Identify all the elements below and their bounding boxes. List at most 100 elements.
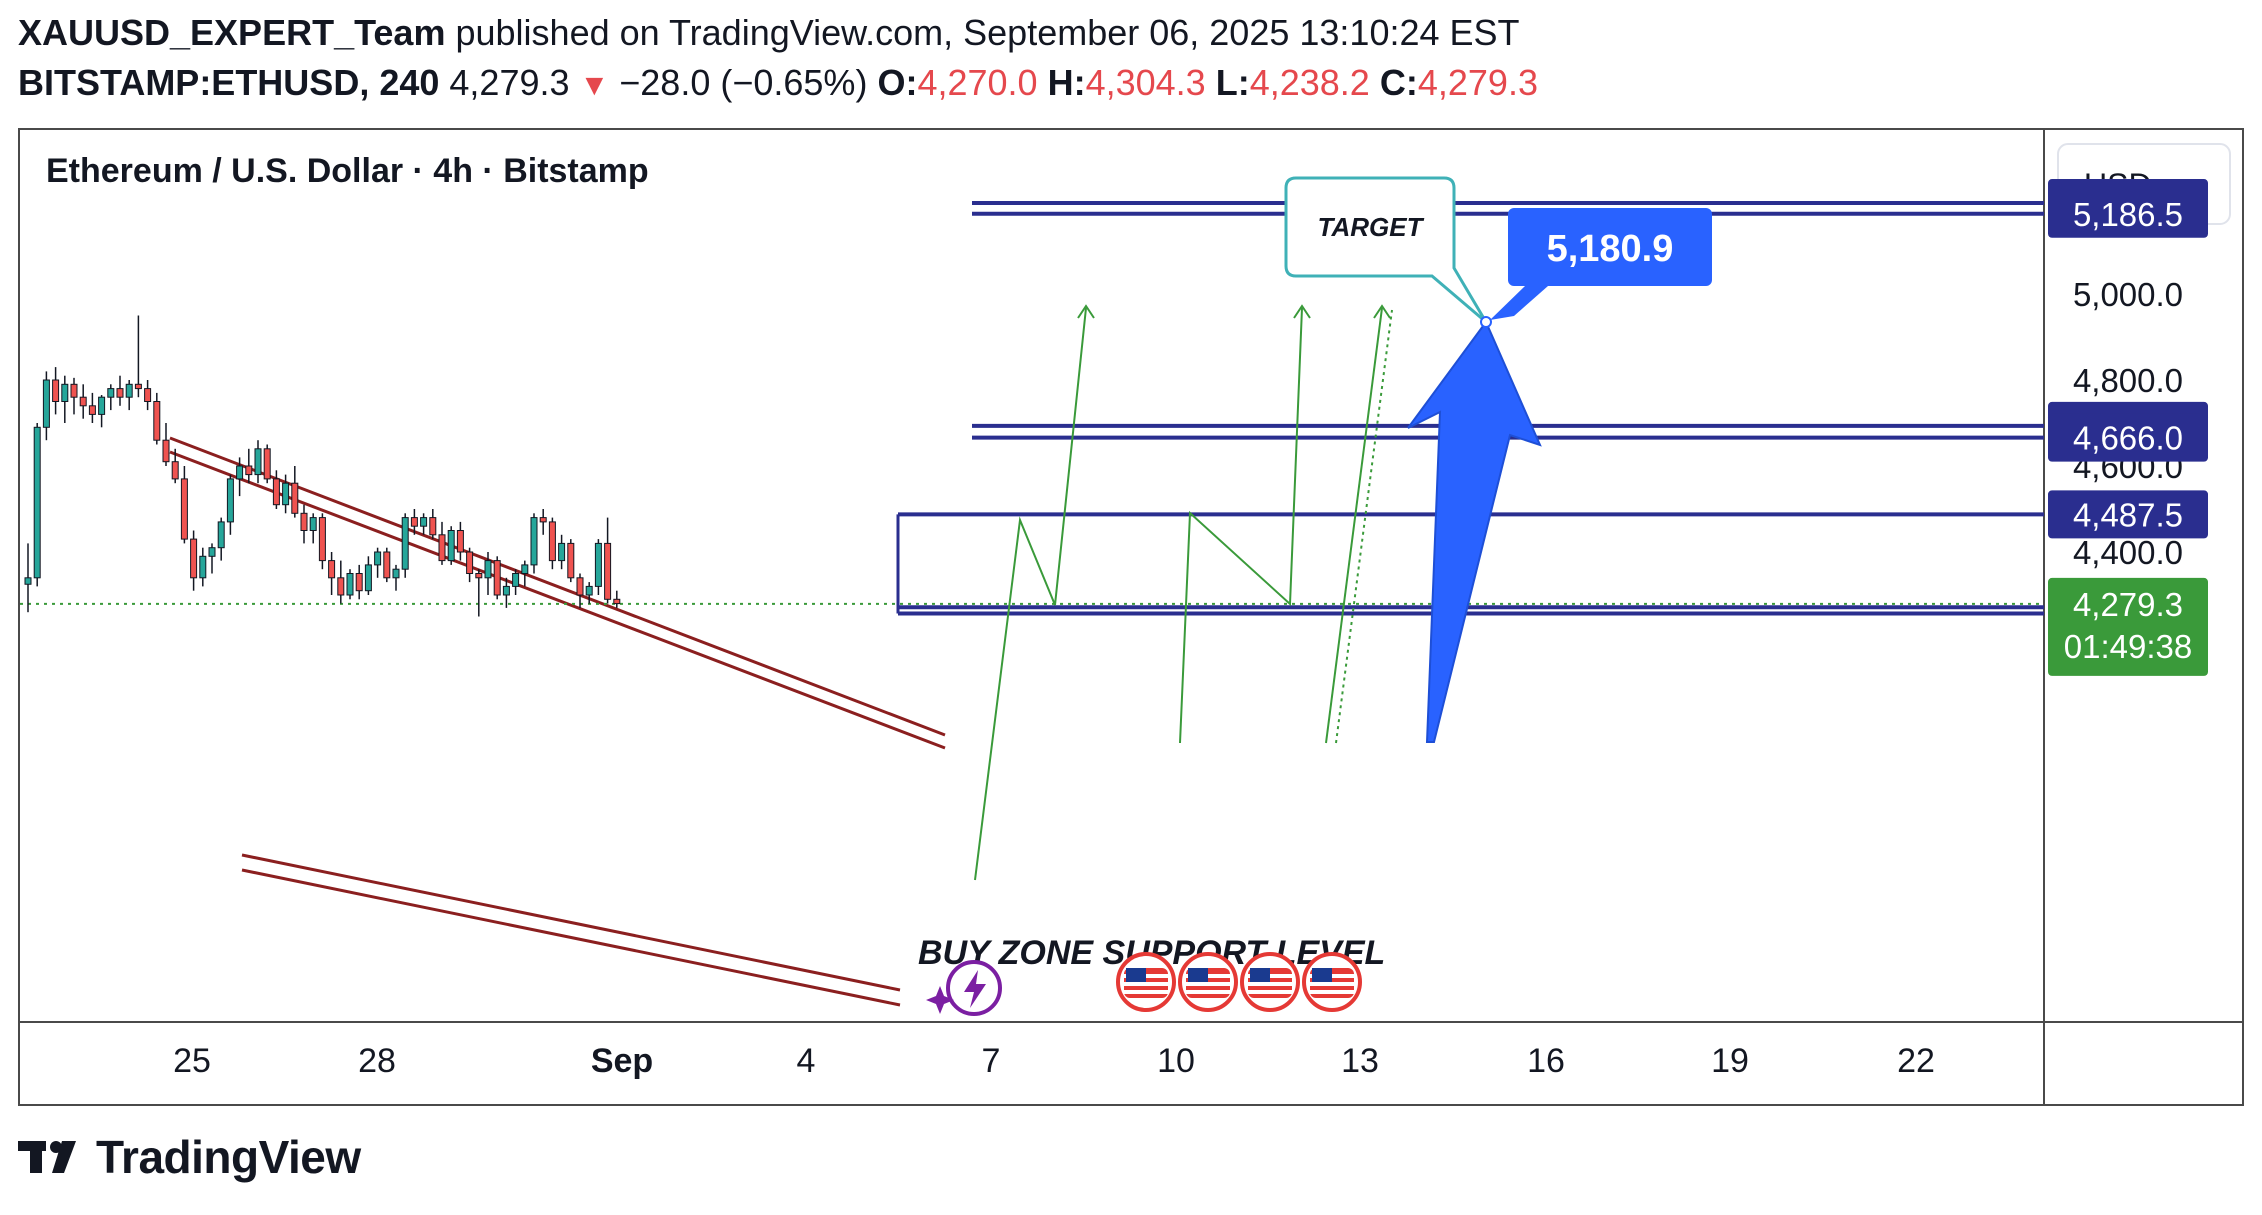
candle (567, 539, 575, 583)
candle (420, 513, 428, 535)
target-value: 5,180.9 (1547, 228, 1674, 270)
candle (585, 582, 593, 604)
candle (374, 547, 382, 578)
publisher-name[interactable]: XAUUSD_EXPERT_Team (18, 12, 446, 53)
open-label: O: (877, 62, 918, 103)
tradingview-logo[interactable]: TradingView (18, 1130, 361, 1184)
candle (318, 513, 326, 570)
candle (300, 504, 308, 544)
chart-panel[interactable]: Ethereum / U.S. Dollar · 4h · Bitstamp U… (18, 128, 2244, 1106)
candle (410, 509, 418, 535)
candle (328, 552, 336, 595)
candle (52, 367, 60, 415)
candle (144, 380, 152, 411)
target-value-tag[interactable]: 5,180.9 (1480, 208, 1712, 328)
last-price: 4,279.3 (449, 62, 570, 103)
candle (530, 513, 538, 574)
candlestick-series (24, 315, 621, 617)
tradingview-logo-icon (18, 1137, 84, 1177)
level-label-box (2048, 413, 2208, 462)
candle (208, 543, 216, 574)
flash-event-icon[interactable] (946, 960, 1002, 1016)
chart-title: Ethereum / U.S. Dollar · 4h · Bitstamp (46, 152, 649, 190)
chart-canvas[interactable]: Ethereum / U.S. Dollar · 4h · Bitstamp U… (20, 130, 2242, 1104)
level-label-text: 4,666.0 (2073, 420, 2183, 457)
projection-path-4 (1335, 309, 1393, 744)
level-label-box (2048, 189, 2208, 238)
close-value: 4,279.3 (1417, 62, 1538, 103)
target-callout[interactable]: TARGET (1284, 176, 1488, 324)
candle (392, 564, 400, 591)
candle (309, 513, 317, 544)
sparkle-icon (926, 986, 954, 1014)
level-label-box (2048, 490, 2208, 539)
candle (61, 375, 69, 423)
time-tick-label: 28 (358, 1042, 396, 1080)
candle (42, 371, 50, 441)
candle (134, 315, 142, 398)
candle (79, 384, 87, 419)
candle (254, 440, 262, 484)
candle (438, 521, 446, 565)
us-flag-event-icon-2[interactable] (1178, 952, 1238, 1012)
time-tick-label: 7 (982, 1042, 1001, 1080)
candle (199, 547, 207, 587)
projection-path-1 (974, 307, 1087, 881)
candle (236, 457, 244, 497)
projection-arrowhead-2 (1293, 304, 1311, 319)
projection-path-2 (1179, 307, 1303, 744)
us-flag-event-icon-3[interactable] (1240, 952, 1300, 1012)
target-label: TARGET (1318, 212, 1425, 242)
candle (245, 448, 253, 484)
candle (116, 375, 124, 406)
candle (502, 577, 510, 608)
event-icons[interactable] (926, 952, 1362, 1016)
target-value-box (1508, 208, 1712, 286)
candle (171, 448, 179, 484)
candle (558, 534, 566, 570)
candle (383, 547, 391, 583)
low-label: L: (1215, 62, 1250, 103)
price-tick-label: 4,400.0 (2073, 534, 2183, 571)
candle (604, 517, 612, 604)
close-label: C: (1379, 62, 1418, 103)
candle (521, 560, 529, 587)
candle (24, 543, 32, 613)
candle (548, 517, 556, 570)
high-label: H: (1047, 62, 1086, 103)
candle (355, 564, 363, 600)
candle (576, 573, 584, 608)
us-flag-event-icon-1[interactable] (1116, 952, 1176, 1012)
time-tick-label: Sep (591, 1042, 653, 1080)
low-value: 4,238.2 (1249, 62, 1370, 103)
high-value: 4,304.3 (1085, 62, 1206, 103)
candle (282, 474, 290, 514)
publish-header: XAUUSD_EXPERT_Team published on TradingV… (18, 8, 2248, 111)
candle (594, 539, 602, 595)
candle (539, 509, 547, 535)
projection-arrowhead-1 (1077, 304, 1095, 319)
candle (272, 470, 280, 509)
wedge-lower-line-a (241, 853, 901, 992)
candle (88, 392, 96, 423)
candle (456, 521, 464, 561)
target-bubble (1284, 176, 1488, 324)
level-label-text: 4,487.5 (2073, 496, 2183, 533)
projection-arrowhead-3 (1373, 304, 1391, 319)
candle (107, 384, 115, 411)
candle (493, 556, 501, 600)
time-tick-label: 13 (1341, 1042, 1379, 1080)
time-tick-label: 10 (1157, 1042, 1195, 1080)
us-flag-event-icon-4[interactable] (1302, 952, 1362, 1012)
candle (401, 513, 409, 578)
time-tick-label: 4 (797, 1042, 816, 1080)
candle (226, 474, 234, 535)
candle (125, 380, 133, 411)
price-tick-label: 4,800.0 (2073, 362, 2183, 399)
symbol-line: BITSTAMP:ETHUSD, 240 4,279.3 ▼ −28.0 (−0… (18, 58, 2248, 111)
target-point-marker (1480, 316, 1492, 328)
candle (190, 530, 198, 591)
projection-path-3 (1325, 307, 1383, 744)
tradingview-wordmark: TradingView (96, 1131, 361, 1183)
candle (33, 423, 41, 587)
